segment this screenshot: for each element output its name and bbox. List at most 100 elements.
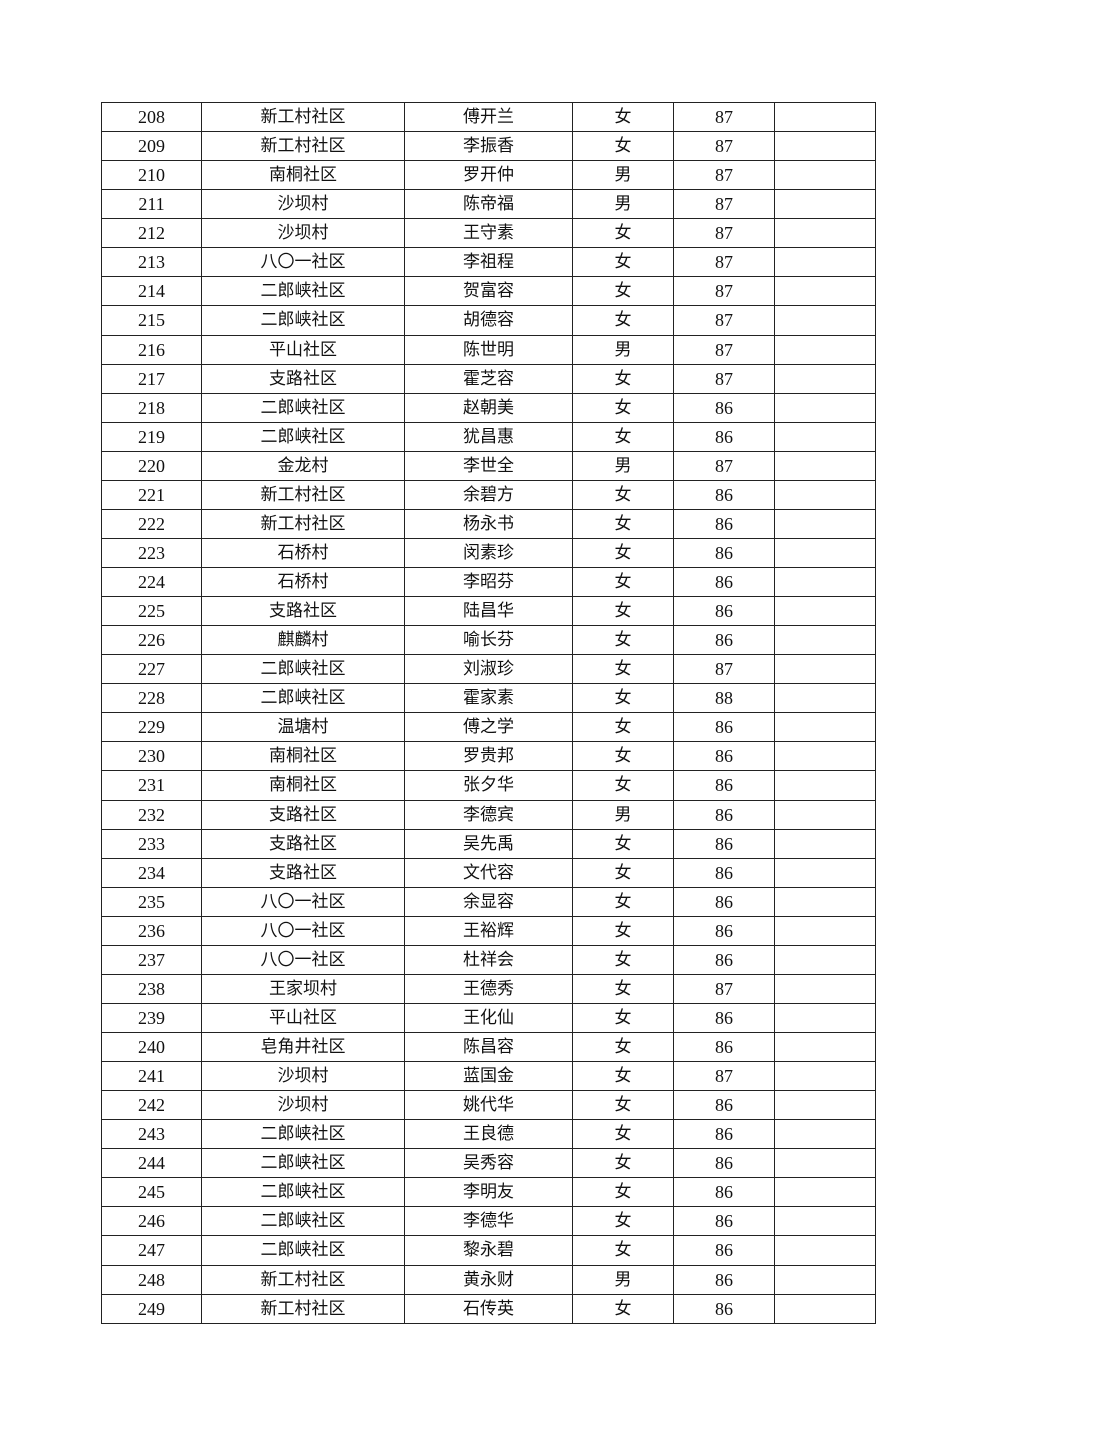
table-row: 231 南桐社区 张夕华女 86 xyxy=(101,770,876,801)
index-cell: 222 xyxy=(101,508,202,539)
age-cell: 86 xyxy=(673,1002,775,1034)
community-cell: 王家坝村 xyxy=(201,973,405,1004)
table-row: 233 支路社区 吴先禹女 86 xyxy=(101,828,876,859)
age-cell: 86 xyxy=(673,1264,775,1295)
remark-cell xyxy=(774,683,876,714)
gender-cell: 女 xyxy=(572,247,674,278)
gender-cell: 女 xyxy=(572,566,674,598)
community-cell: 八〇一社区 xyxy=(201,944,405,975)
remark-cell xyxy=(774,944,876,975)
name-cell: 胡德容 xyxy=(404,305,573,336)
community-cell: 金龙村 xyxy=(201,450,405,481)
community-cell: 二郎峡社区 xyxy=(201,1119,405,1150)
table-row: 208 新工村社区 傅开兰女 87 xyxy=(101,101,876,133)
table-row: 223 石桥村 闵素珍女 86 xyxy=(101,537,876,569)
gender-cell: 男 xyxy=(572,334,674,365)
index-cell: 224 xyxy=(101,566,202,598)
index-cell: 243 xyxy=(101,1119,202,1150)
remark-cell xyxy=(774,828,876,859)
gender-cell: 女 xyxy=(572,857,674,888)
index-cell: 236 xyxy=(101,915,202,946)
community-cell: 沙坝村 xyxy=(201,189,405,220)
gender-cell: 女 xyxy=(572,944,674,975)
name-cell: 李世全 xyxy=(404,450,573,481)
age-cell: 86 xyxy=(673,596,775,627)
age-cell: 86 xyxy=(673,392,775,423)
index-cell: 217 xyxy=(101,363,202,394)
age-cell: 86 xyxy=(673,566,775,598)
gender-cell: 女 xyxy=(572,1235,674,1266)
age-cell: 87 xyxy=(673,131,775,162)
name-cell: 李德宾 xyxy=(404,799,573,830)
remark-cell xyxy=(774,1235,876,1266)
community-cell: 新工村社区 xyxy=(201,101,405,133)
gender-cell: 女 xyxy=(572,683,674,714)
table-row: 236 八〇一社区 王裕辉女 86 xyxy=(101,915,876,946)
table-row: 237 八〇一社区 杜祥会女 86 xyxy=(101,944,876,975)
age-cell: 87 xyxy=(673,247,775,278)
table-row: 226 麒麟村 喻长芬女 86 xyxy=(101,625,876,656)
age-cell: 86 xyxy=(673,537,775,569)
gender-cell: 女 xyxy=(572,101,674,133)
table-row: 242 沙坝村 姚代华女 86 xyxy=(101,1090,876,1121)
community-cell: 新工村社区 xyxy=(201,508,405,539)
index-cell: 225 xyxy=(101,596,202,627)
community-cell: 支路社区 xyxy=(201,828,405,859)
community-cell: 二郎峡社区 xyxy=(201,654,405,685)
name-cell: 王化仙 xyxy=(404,1002,573,1034)
index-cell: 218 xyxy=(101,392,202,423)
remark-cell xyxy=(774,799,876,830)
remark-cell xyxy=(774,654,876,685)
remark-cell xyxy=(774,625,876,656)
age-cell: 87 xyxy=(673,101,775,133)
gender-cell: 男 xyxy=(572,189,674,220)
name-cell: 贺富容 xyxy=(404,276,573,307)
table-row: 211 沙坝村 陈帝福男 87 xyxy=(101,189,876,220)
age-cell: 86 xyxy=(673,479,775,510)
remark-cell xyxy=(774,1119,876,1150)
table-row: 210 南桐社区 罗开仲男 87 xyxy=(101,160,876,191)
name-cell: 李振香 xyxy=(404,131,573,162)
age-cell: 88 xyxy=(673,683,775,714)
remark-cell xyxy=(774,101,876,133)
remark-cell xyxy=(774,479,876,510)
remark-cell xyxy=(774,1090,876,1121)
table-row: 218 二郎峡社区 赵朝美女 86 xyxy=(101,392,876,423)
name-cell: 文代容 xyxy=(404,857,573,888)
community-cell: 平山社区 xyxy=(201,1002,405,1034)
community-cell: 石桥村 xyxy=(201,537,405,569)
table-row: 228 二郎峡社区 霍家素女 88 xyxy=(101,683,876,714)
gender-cell: 女 xyxy=(572,828,674,859)
remark-cell xyxy=(774,857,876,888)
gender-cell: 女 xyxy=(572,1148,674,1179)
name-cell: 陆昌华 xyxy=(404,596,573,627)
roster-table: 208 新工村社区 傅开兰女 87 209 新工村社区 李振香女 87 210 南桐社区 罗开仲男 8… xyxy=(101,101,876,1324)
remark-cell xyxy=(774,712,876,743)
index-cell: 242 xyxy=(101,1090,202,1121)
name-cell: 陈世明 xyxy=(404,334,573,365)
table-row: 216 平山社区 陈世明男 87 xyxy=(101,334,876,365)
index-cell: 249 xyxy=(101,1293,202,1324)
table-row: 225 支路社区 陆昌华女 86 xyxy=(101,596,876,627)
remark-cell xyxy=(774,363,876,394)
name-cell: 王德秀 xyxy=(404,973,573,1004)
community-cell: 支路社区 xyxy=(201,596,405,627)
name-cell: 黎永碧 xyxy=(404,1235,573,1266)
gender-cell: 女 xyxy=(572,1002,674,1034)
index-cell: 247 xyxy=(101,1235,202,1266)
index-cell: 239 xyxy=(101,1002,202,1034)
age-cell: 87 xyxy=(673,189,775,220)
age-cell: 87 xyxy=(673,305,775,336)
index-cell: 246 xyxy=(101,1206,202,1237)
index-cell: 213 xyxy=(101,247,202,278)
gender-cell: 女 xyxy=(572,1119,674,1150)
name-cell: 黄永财 xyxy=(404,1264,573,1295)
community-cell: 二郎峡社区 xyxy=(201,421,405,452)
community-cell: 石桥村 xyxy=(201,566,405,598)
remark-cell xyxy=(774,1002,876,1034)
gender-cell: 女 xyxy=(572,973,674,1004)
index-cell: 214 xyxy=(101,276,202,307)
gender-cell: 女 xyxy=(572,276,674,307)
community-cell: 八〇一社区 xyxy=(201,247,405,278)
remark-cell xyxy=(774,247,876,278)
